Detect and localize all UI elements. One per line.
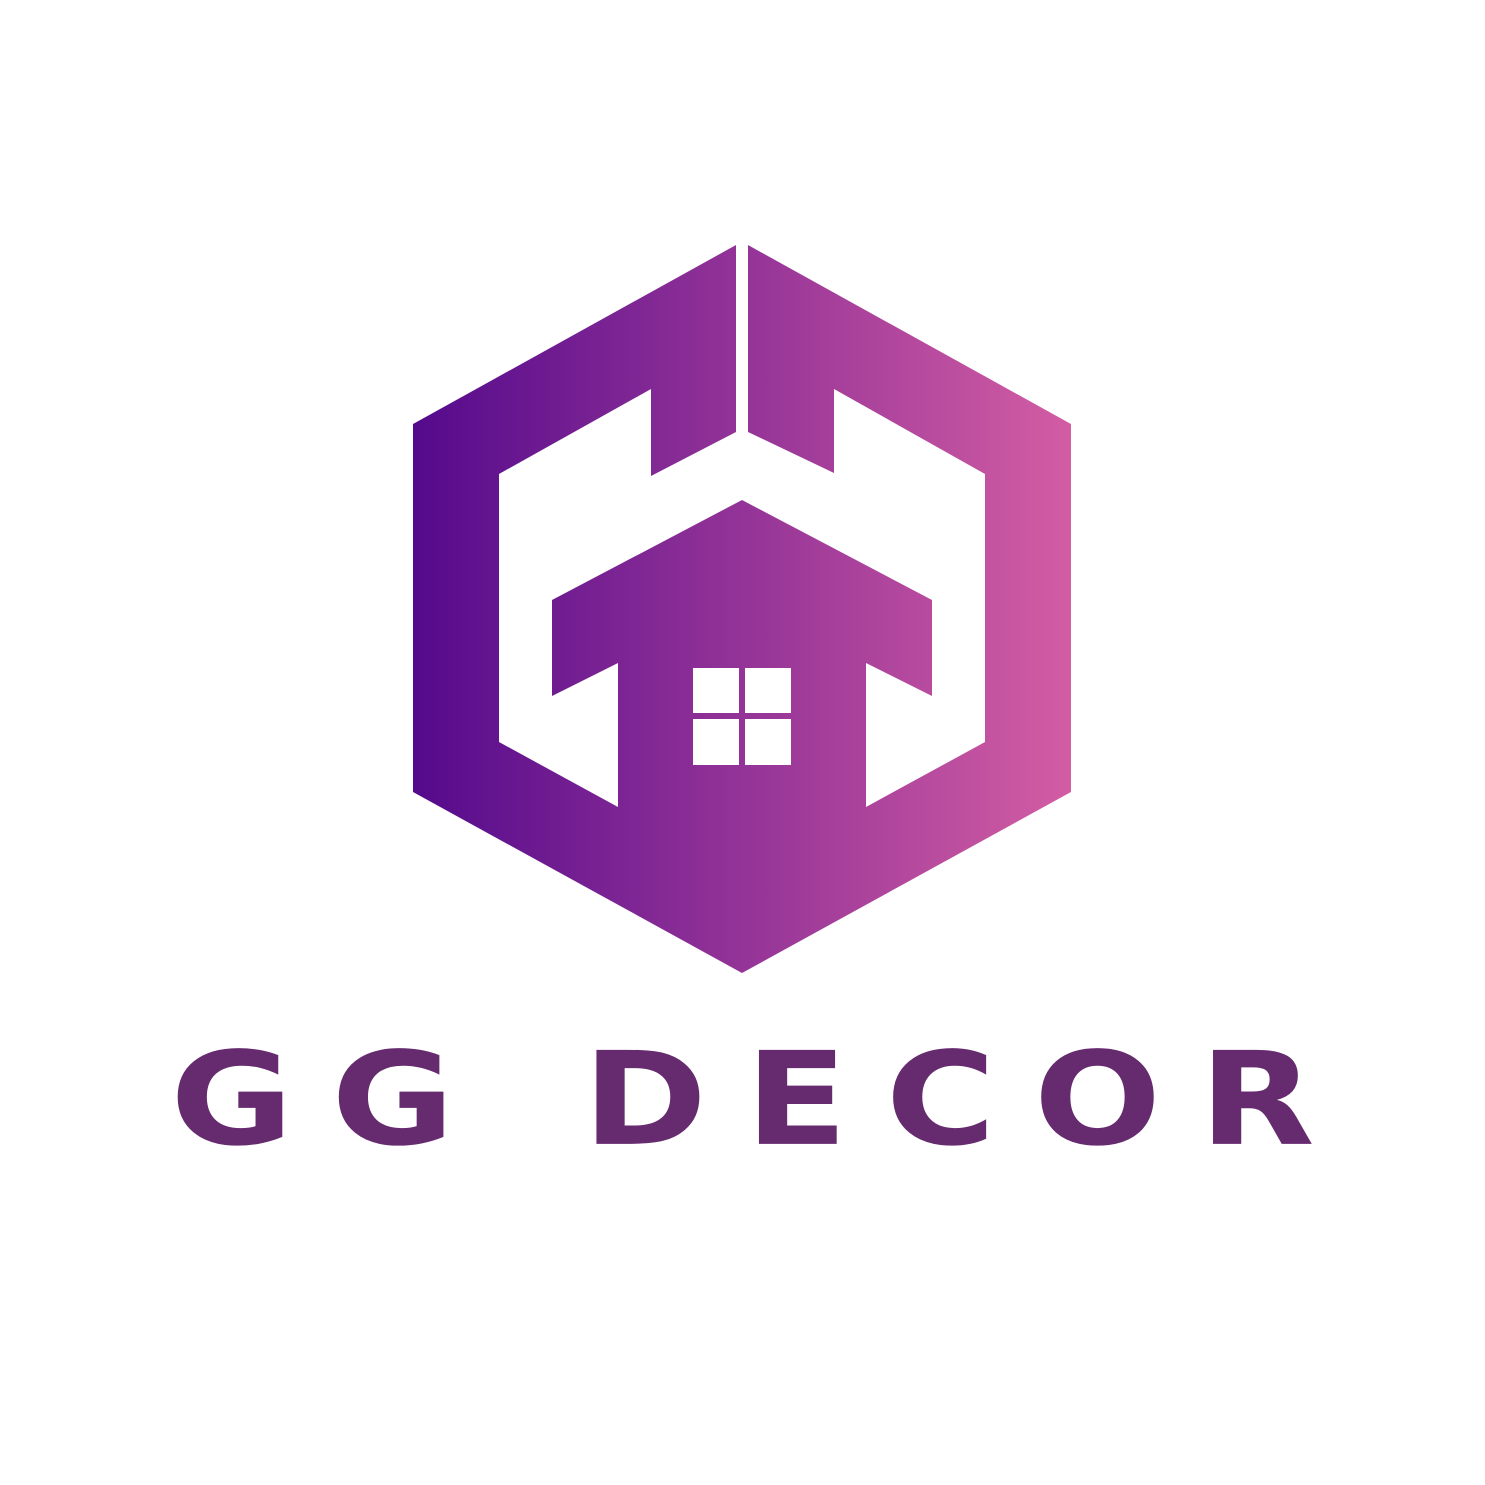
hexagon-shape xyxy=(413,245,1071,973)
brand-name: GG DECOR xyxy=(170,1025,1353,1175)
four-pane-window-icon xyxy=(693,668,791,765)
